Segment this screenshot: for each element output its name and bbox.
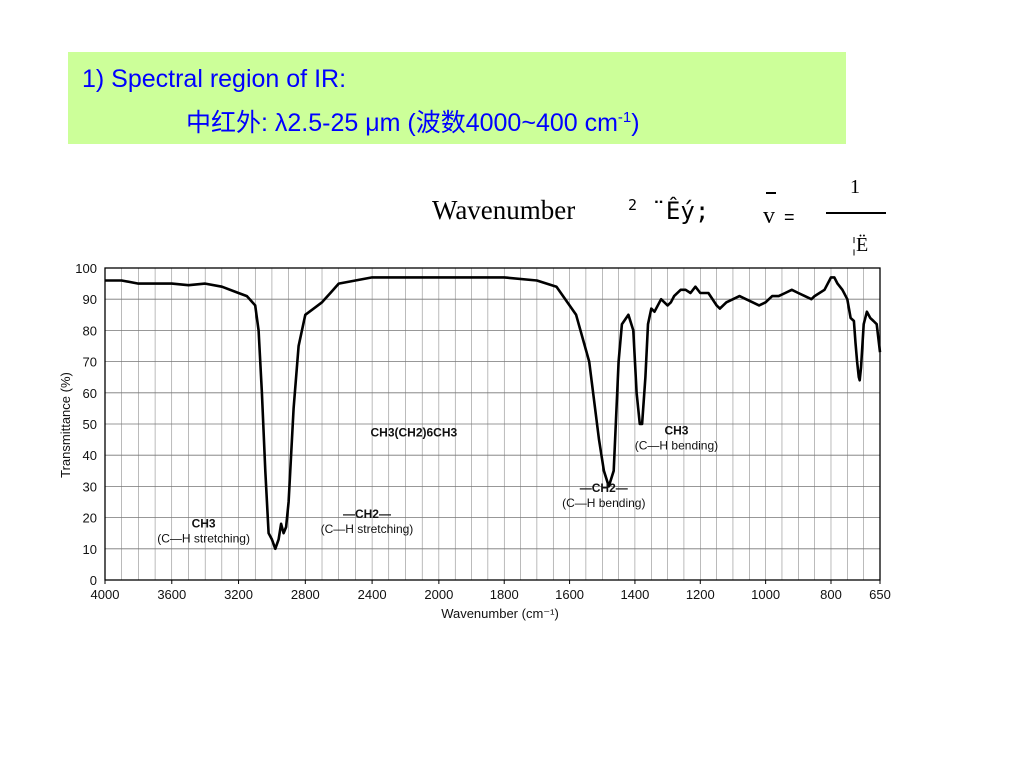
title-line-2-end: )	[631, 109, 640, 137]
annotation-label: CH3	[664, 424, 688, 438]
fraction-denominator: ¦Ë	[852, 234, 869, 256]
tick-labels: 0 10 20 30 40 50 60 70 80 90 100 4000 3600 3200 2800 24…	[75, 261, 891, 602]
y-tick-label: 60	[83, 386, 97, 401]
x-tick-label: 3200	[224, 587, 253, 602]
plot-frame	[104, 267, 881, 581]
fraction-numerator: 1	[850, 176, 860, 198]
annotation-label: —CH2—	[580, 481, 628, 495]
x-tick-label: 650	[869, 587, 891, 602]
x-tick-label: 3600	[157, 587, 186, 602]
x-tick-label: 800	[820, 587, 842, 602]
x-tick-label: 1000	[751, 587, 780, 602]
equals-sign: =	[784, 207, 795, 227]
x-tick-label: 2800	[291, 587, 320, 602]
annotation-label: CH3(CH2)6CH3	[370, 425, 457, 439]
title-line-2: 中红外: λ2.5-25 μm (波数4000~400 cm-1)	[186, 103, 640, 139]
title-box: 1) Spectral region of IR: 中红外: λ2.5-25 μ…	[68, 52, 846, 144]
x-tick-label: 1200	[686, 587, 715, 602]
annotation-sublabel: (C—H bending)	[562, 496, 645, 510]
annotation-sublabel: (C—H stretching)	[321, 522, 414, 536]
formula-garbled-small: 2	[628, 196, 638, 214]
y-tick-label: 70	[83, 355, 97, 370]
title-line-2-main: 中红外: λ2.5-25 μm (波数4000~400 cm	[186, 109, 618, 137]
wavenumber-symbol: v	[763, 203, 775, 229]
x-tick-label: 2400	[358, 587, 387, 602]
spectrum-series-line	[105, 276, 882, 551]
formula-label: Wavenumber	[432, 195, 576, 225]
axes	[104, 267, 881, 584]
y-tick-label: 20	[83, 511, 97, 526]
y-tick-label: 10	[83, 542, 97, 557]
x-tick-label: 4000	[91, 587, 120, 602]
x-axis-label: Wavenumber (cm⁻¹)	[441, 606, 559, 621]
y-tick-label: 0	[90, 573, 97, 588]
y-tick-label: 30	[83, 479, 97, 494]
annotation-sublabel: (C—H stretching)	[157, 531, 250, 545]
annotation-sublabel: (C—H bending)	[635, 439, 718, 453]
y-tick-label: 90	[83, 292, 97, 307]
formula-garbled-text: 2 ¨Êý;	[628, 196, 709, 225]
ir-spectrum-chart: 0 10 20 30 40 50 60 70 80 90 100 4000 3600 3200 2800 24…	[58, 261, 891, 621]
overbar	[766, 192, 776, 194]
x-tick-label: 2000	[424, 587, 453, 602]
fraction-line	[826, 212, 886, 214]
annotation-label: —CH2—	[343, 507, 391, 521]
formula-garbled-main: ¨Êý;	[651, 197, 710, 225]
annotation-label: CH3	[192, 516, 216, 530]
y-axis-label: Transmittance (%)	[58, 372, 73, 478]
x-tick-label: 1800	[490, 587, 519, 602]
title-line-1: 1) Spectral region of IR:	[82, 65, 347, 93]
y-tick-label: 100	[75, 261, 97, 276]
y-tick-label: 50	[83, 417, 97, 432]
y-tick-label: 40	[83, 448, 97, 463]
x-tick-label: 1400	[620, 587, 649, 602]
y-tick-label: 80	[83, 323, 97, 338]
x-tick-label: 1600	[555, 587, 584, 602]
title-line-2-superscript: -1	[617, 109, 632, 126]
